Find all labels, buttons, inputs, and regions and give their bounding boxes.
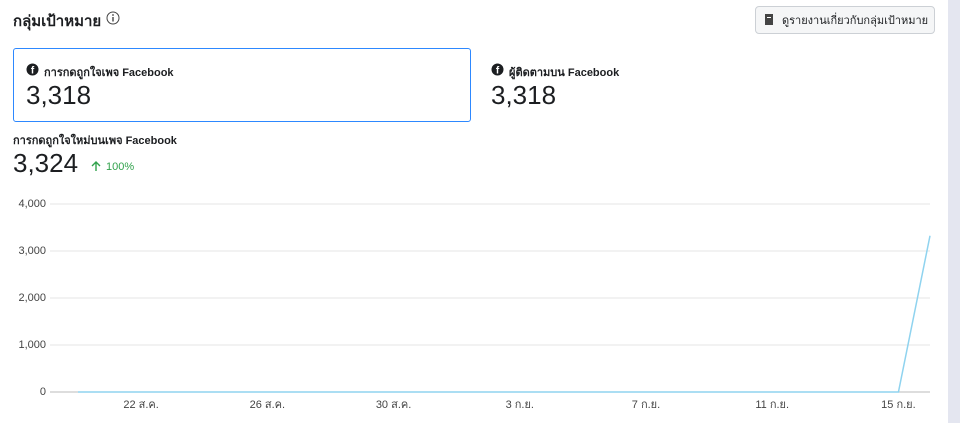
card-selected[interactable] <box>13 48 471 122</box>
metric-change: 100% <box>106 161 135 173</box>
fb-icon: f <box>26 63 39 76</box>
y-tick-label: 0 <box>40 386 46 398</box>
card-value: 3,318 <box>491 80 557 110</box>
info-icon <box>106 11 120 25</box>
x-tick-label: 15 ก.ย. <box>881 399 916 411</box>
x-tick-label: 11 ก.ย. <box>755 399 789 411</box>
card-label: ผู้ติดตามบน Facebook <box>509 67 620 79</box>
report-button[interactable]: ดูรายงานเกี่ยวกับกลุ่มเป้าหมาย <box>755 6 935 34</box>
y-tick-label: 1,000 <box>18 339 46 351</box>
x-tick-label: 26 ส.ค. <box>250 399 285 411</box>
card-label: การกดถูกใจเพจ Facebook <box>44 67 174 79</box>
x-tick-label: 7 ก.ย. <box>632 399 660 411</box>
line-series <box>78 235 931 393</box>
x-tick-label: 22 ส.ค. <box>123 399 158 411</box>
svg-text:f: f <box>31 66 35 76</box>
x-tick-label: 3 ก.ย. <box>506 399 534 411</box>
scrollbar <box>948 0 960 423</box>
y-tick-label: 2,000 <box>18 292 46 304</box>
up-arrow <box>91 161 101 171</box>
book-icon <box>765 14 773 25</box>
metric-label: การกดถูกใจใหม่บนเพจ Facebook <box>13 135 177 147</box>
metric-value: 3,324 <box>13 148 79 178</box>
title: กลุ่มเป้าหมาย <box>13 13 102 30</box>
svg-text:f: f <box>496 66 500 76</box>
x-tick-label: 30 ส.ค. <box>376 399 411 411</box>
fb-icon: f <box>491 63 504 76</box>
card-value: 3,318 <box>26 80 92 110</box>
y-tick-label: 4,000 <box>18 198 46 210</box>
y-tick-label: 3,000 <box>18 245 46 257</box>
chart: 0 1,000 2,000 3,000 4,000 22 ส.ค. 26 ส.ค. 30 ส.… <box>18 198 931 411</box>
